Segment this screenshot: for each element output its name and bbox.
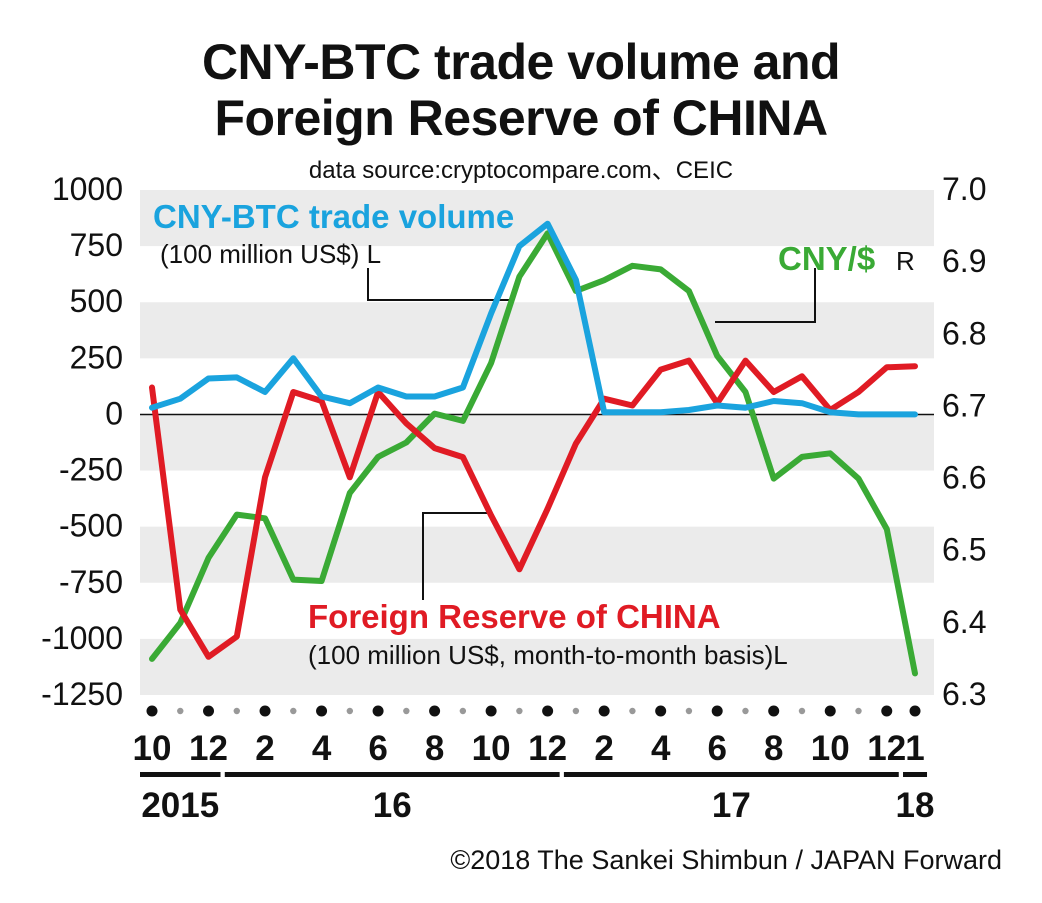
month-marker bbox=[542, 705, 554, 717]
left-tick-label: -250 bbox=[59, 452, 123, 488]
btc-series-label: CNY-BTC trade volume bbox=[153, 198, 514, 235]
left-tick-label: 0 bbox=[105, 395, 123, 431]
month-marker bbox=[290, 707, 297, 715]
month-marker bbox=[768, 705, 780, 717]
month-marker bbox=[403, 707, 410, 715]
left-tick-label: -1000 bbox=[41, 620, 123, 656]
month-marker bbox=[203, 705, 215, 717]
year-bar bbox=[903, 772, 928, 777]
btc-unit-label: (100 million US$) L bbox=[160, 239, 381, 269]
month-marker bbox=[233, 707, 240, 715]
left-tick-label: -500 bbox=[59, 508, 123, 544]
month-marker bbox=[742, 707, 749, 715]
x-tick-label: 2 bbox=[594, 729, 613, 768]
reserve-series-label: Foreign Reserve of CHINA bbox=[308, 598, 721, 635]
right-tick-label: 6.3 bbox=[942, 676, 986, 712]
left-axis-ticks: 1000 750 500 250 0 -250 -500 -750 -1000 -1250 bbox=[41, 171, 123, 712]
month-marker bbox=[798, 707, 806, 715]
month-marker bbox=[629, 707, 636, 715]
x-tick-label: 1 bbox=[905, 729, 924, 768]
right-tick-label: 6.8 bbox=[942, 315, 986, 351]
x-tick-label: 8 bbox=[764, 729, 783, 768]
x-tick-label: 10 bbox=[811, 729, 850, 768]
left-tick-label: 500 bbox=[70, 283, 123, 319]
x-tick-label: 6 bbox=[707, 729, 726, 768]
left-tick-label: 1000 bbox=[52, 171, 123, 207]
left-tick-label: -1250 bbox=[41, 676, 123, 712]
x-tick-label: 4 bbox=[312, 729, 332, 768]
copyright-note: ©2018 The Sankei Shimbun / JAPAN Forward bbox=[450, 845, 1002, 875]
x-tick-label: 8 bbox=[425, 729, 444, 768]
cny-leader-line bbox=[715, 268, 816, 323]
month-marker bbox=[516, 707, 523, 715]
month-marker bbox=[485, 705, 497, 717]
x-tick-label: 12 bbox=[867, 729, 906, 768]
month-marker bbox=[598, 705, 610, 717]
x-tick-label: 12 bbox=[189, 729, 228, 768]
month-marker bbox=[685, 707, 693, 715]
month-marker bbox=[909, 705, 921, 717]
left-tick-label: 250 bbox=[70, 339, 123, 375]
right-tick-label: 6.6 bbox=[942, 460, 986, 496]
month-marker bbox=[855, 707, 862, 715]
chart-title-line-1: CNY-BTC trade volume and bbox=[201, 34, 841, 90]
year-bar bbox=[563, 772, 899, 777]
grid-band-white bbox=[140, 246, 934, 303]
year-bar bbox=[140, 772, 221, 777]
right-tick-label: 6.4 bbox=[942, 604, 986, 640]
month-marker bbox=[459, 707, 467, 715]
year-label: 16 bbox=[373, 786, 412, 825]
series-lines bbox=[149, 220, 918, 677]
month-marker bbox=[711, 705, 723, 717]
reserve-series-line bbox=[149, 357, 918, 660]
left-tick-label: 750 bbox=[70, 227, 123, 263]
month-marker bbox=[346, 707, 354, 715]
x-tick-label: 6 bbox=[368, 729, 387, 768]
month-marker bbox=[146, 705, 158, 717]
left-tick-label: -750 bbox=[59, 564, 123, 600]
month-marker bbox=[881, 705, 893, 717]
month-marker bbox=[372, 705, 384, 717]
right-axis-ticks: 7.0 6.9 6.8 6.7 6.6 6.5 6.4 6.3 bbox=[942, 171, 986, 712]
data-source-note: data source:cryptocompare.com、CEIC bbox=[308, 157, 734, 184]
year-label: 2015 bbox=[141, 786, 219, 825]
series-labels: CNY-BTC trade volume (100 million US$) L F… bbox=[153, 198, 915, 670]
right-tick-label: 7.0 bbox=[942, 171, 986, 207]
reserve-unit-label: (100 million US$, month-to-month basis)L bbox=[308, 640, 788, 670]
leader-lines bbox=[367, 268, 816, 600]
month-marker bbox=[316, 705, 328, 717]
chart-title-line-2: Foreign Reserve of CHINA bbox=[214, 90, 828, 146]
cny-unit-label: R bbox=[896, 246, 915, 276]
year-label: 18 bbox=[896, 786, 935, 825]
x-tick-label: 4 bbox=[651, 729, 671, 768]
reserve-leader-line bbox=[422, 512, 490, 600]
month-marker bbox=[259, 705, 271, 717]
right-tick-label: 6.7 bbox=[942, 387, 986, 423]
month-marker bbox=[177, 707, 184, 715]
right-tick-label: 6.5 bbox=[942, 532, 986, 568]
right-tick-label: 6.9 bbox=[942, 243, 986, 279]
btc-leader-line bbox=[367, 268, 510, 301]
grid-band-white bbox=[140, 470, 934, 527]
x-tick-label: 10 bbox=[133, 729, 172, 768]
btc-series-line bbox=[149, 220, 918, 418]
x-tick-label: 10 bbox=[472, 729, 511, 768]
year-label: 17 bbox=[712, 786, 751, 825]
cny-series-line bbox=[149, 230, 918, 677]
year-bar bbox=[224, 772, 560, 777]
month-marker bbox=[655, 705, 667, 717]
x-tick-label: 2 bbox=[255, 729, 274, 768]
grid-bands bbox=[140, 190, 934, 695]
month-marker bbox=[429, 705, 441, 717]
grid-band-white bbox=[140, 582, 934, 639]
month-marker bbox=[824, 705, 836, 717]
x-tick-label: 12 bbox=[528, 729, 567, 768]
month-marker bbox=[572, 707, 580, 715]
cny-series-label: CNY/$ bbox=[778, 240, 875, 277]
